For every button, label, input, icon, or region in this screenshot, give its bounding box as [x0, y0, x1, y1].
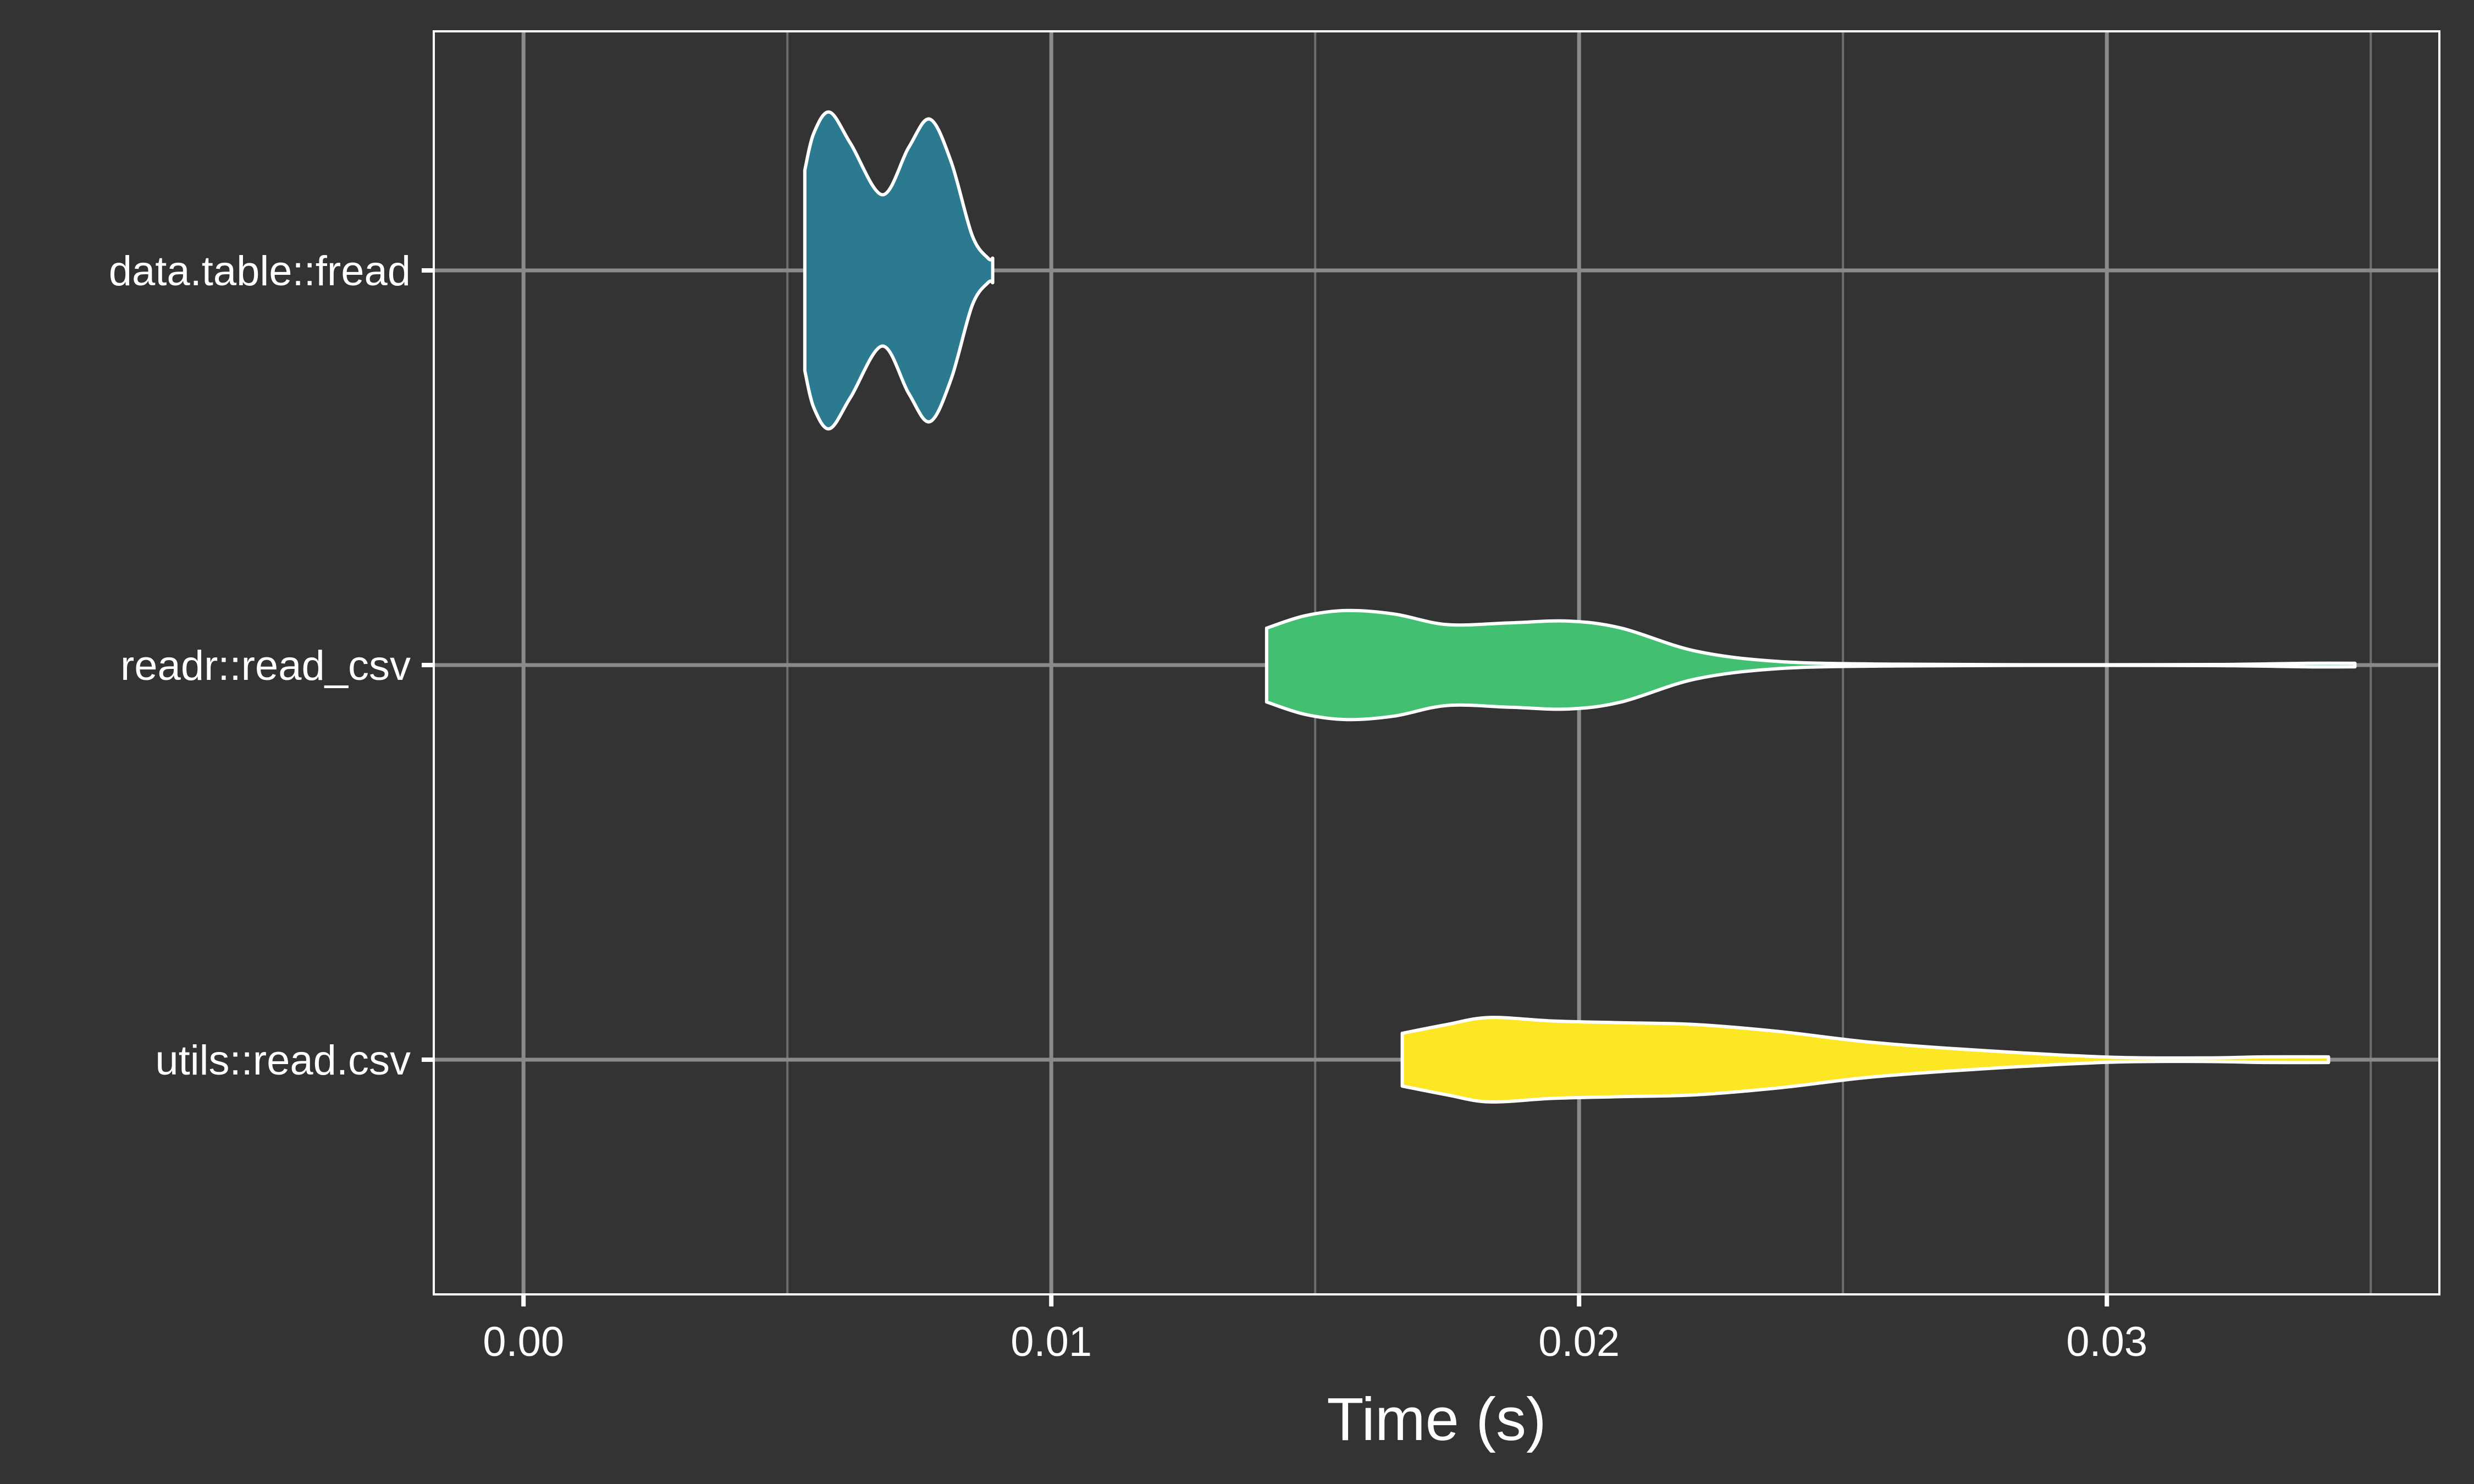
y-category-label: utils::read.csv [155, 1037, 411, 1084]
violin-layer [803, 110, 2357, 1104]
x-tick-label: 0.03 [2066, 1319, 2147, 1365]
x-tick-label: 0.02 [1538, 1319, 1620, 1365]
x-axis-title: Time (s) [1327, 1386, 1546, 1453]
x-tick-label: 0.00 [483, 1319, 564, 1365]
y-category-label: readr::read_csv [120, 643, 411, 689]
y-category-label: data.table::fread [109, 248, 411, 295]
violin-data-table-fread [803, 110, 995, 431]
axis-layer: 0.00 0.01 0.02 0.03 data.table::freadreadr::… [109, 248, 2147, 1365]
x-tick-label: 0.01 [1010, 1319, 1092, 1365]
violin-utils-read-csv [1400, 1016, 2331, 1104]
violin-readr-read-csv [1264, 608, 2357, 722]
